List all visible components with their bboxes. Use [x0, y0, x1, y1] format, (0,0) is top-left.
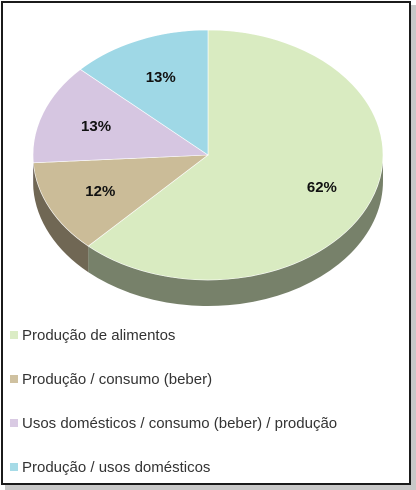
- legend-item-2: Produção / consumo (beber): [10, 369, 212, 389]
- legend-item-1: Produção de alimentos: [10, 325, 175, 345]
- chart-legend: Produção de alimentos Produção / consumo…: [10, 310, 385, 480]
- legend-swatch-2: [10, 375, 18, 383]
- slice-label-3: 13%: [81, 118, 111, 135]
- legend-item-3: Usos domésticos / consumo (beber) / prod…: [10, 413, 337, 433]
- pie-side-1-0: [88, 155, 383, 306]
- pie-slice-4: [79, 29, 209, 156]
- legend-swatch-1: [10, 331, 18, 339]
- slice-label-2: 12%: [85, 183, 115, 200]
- pie-slice-1: [87, 29, 384, 281]
- slice-label-4: 13%: [146, 69, 176, 86]
- legend-swatch-4: [10, 463, 18, 471]
- pie-side-2-0: [33, 162, 89, 273]
- legend-label-3: Usos domésticos / consumo (beber) / prod…: [22, 414, 338, 432]
- pie-slice-2: [33, 154, 209, 247]
- legend-label-2: Produção / consumo (beber): [22, 370, 213, 388]
- legend-label-4: Produção / usos domésticos: [22, 458, 211, 476]
- legend-item-4: Produção / usos domésticos: [10, 457, 210, 477]
- legend-swatch-3: [10, 419, 18, 427]
- pie-slice-3: [32, 69, 209, 164]
- slice-label-1: 62%: [307, 179, 337, 196]
- legend-label-1: Produção de alimentos: [22, 326, 176, 344]
